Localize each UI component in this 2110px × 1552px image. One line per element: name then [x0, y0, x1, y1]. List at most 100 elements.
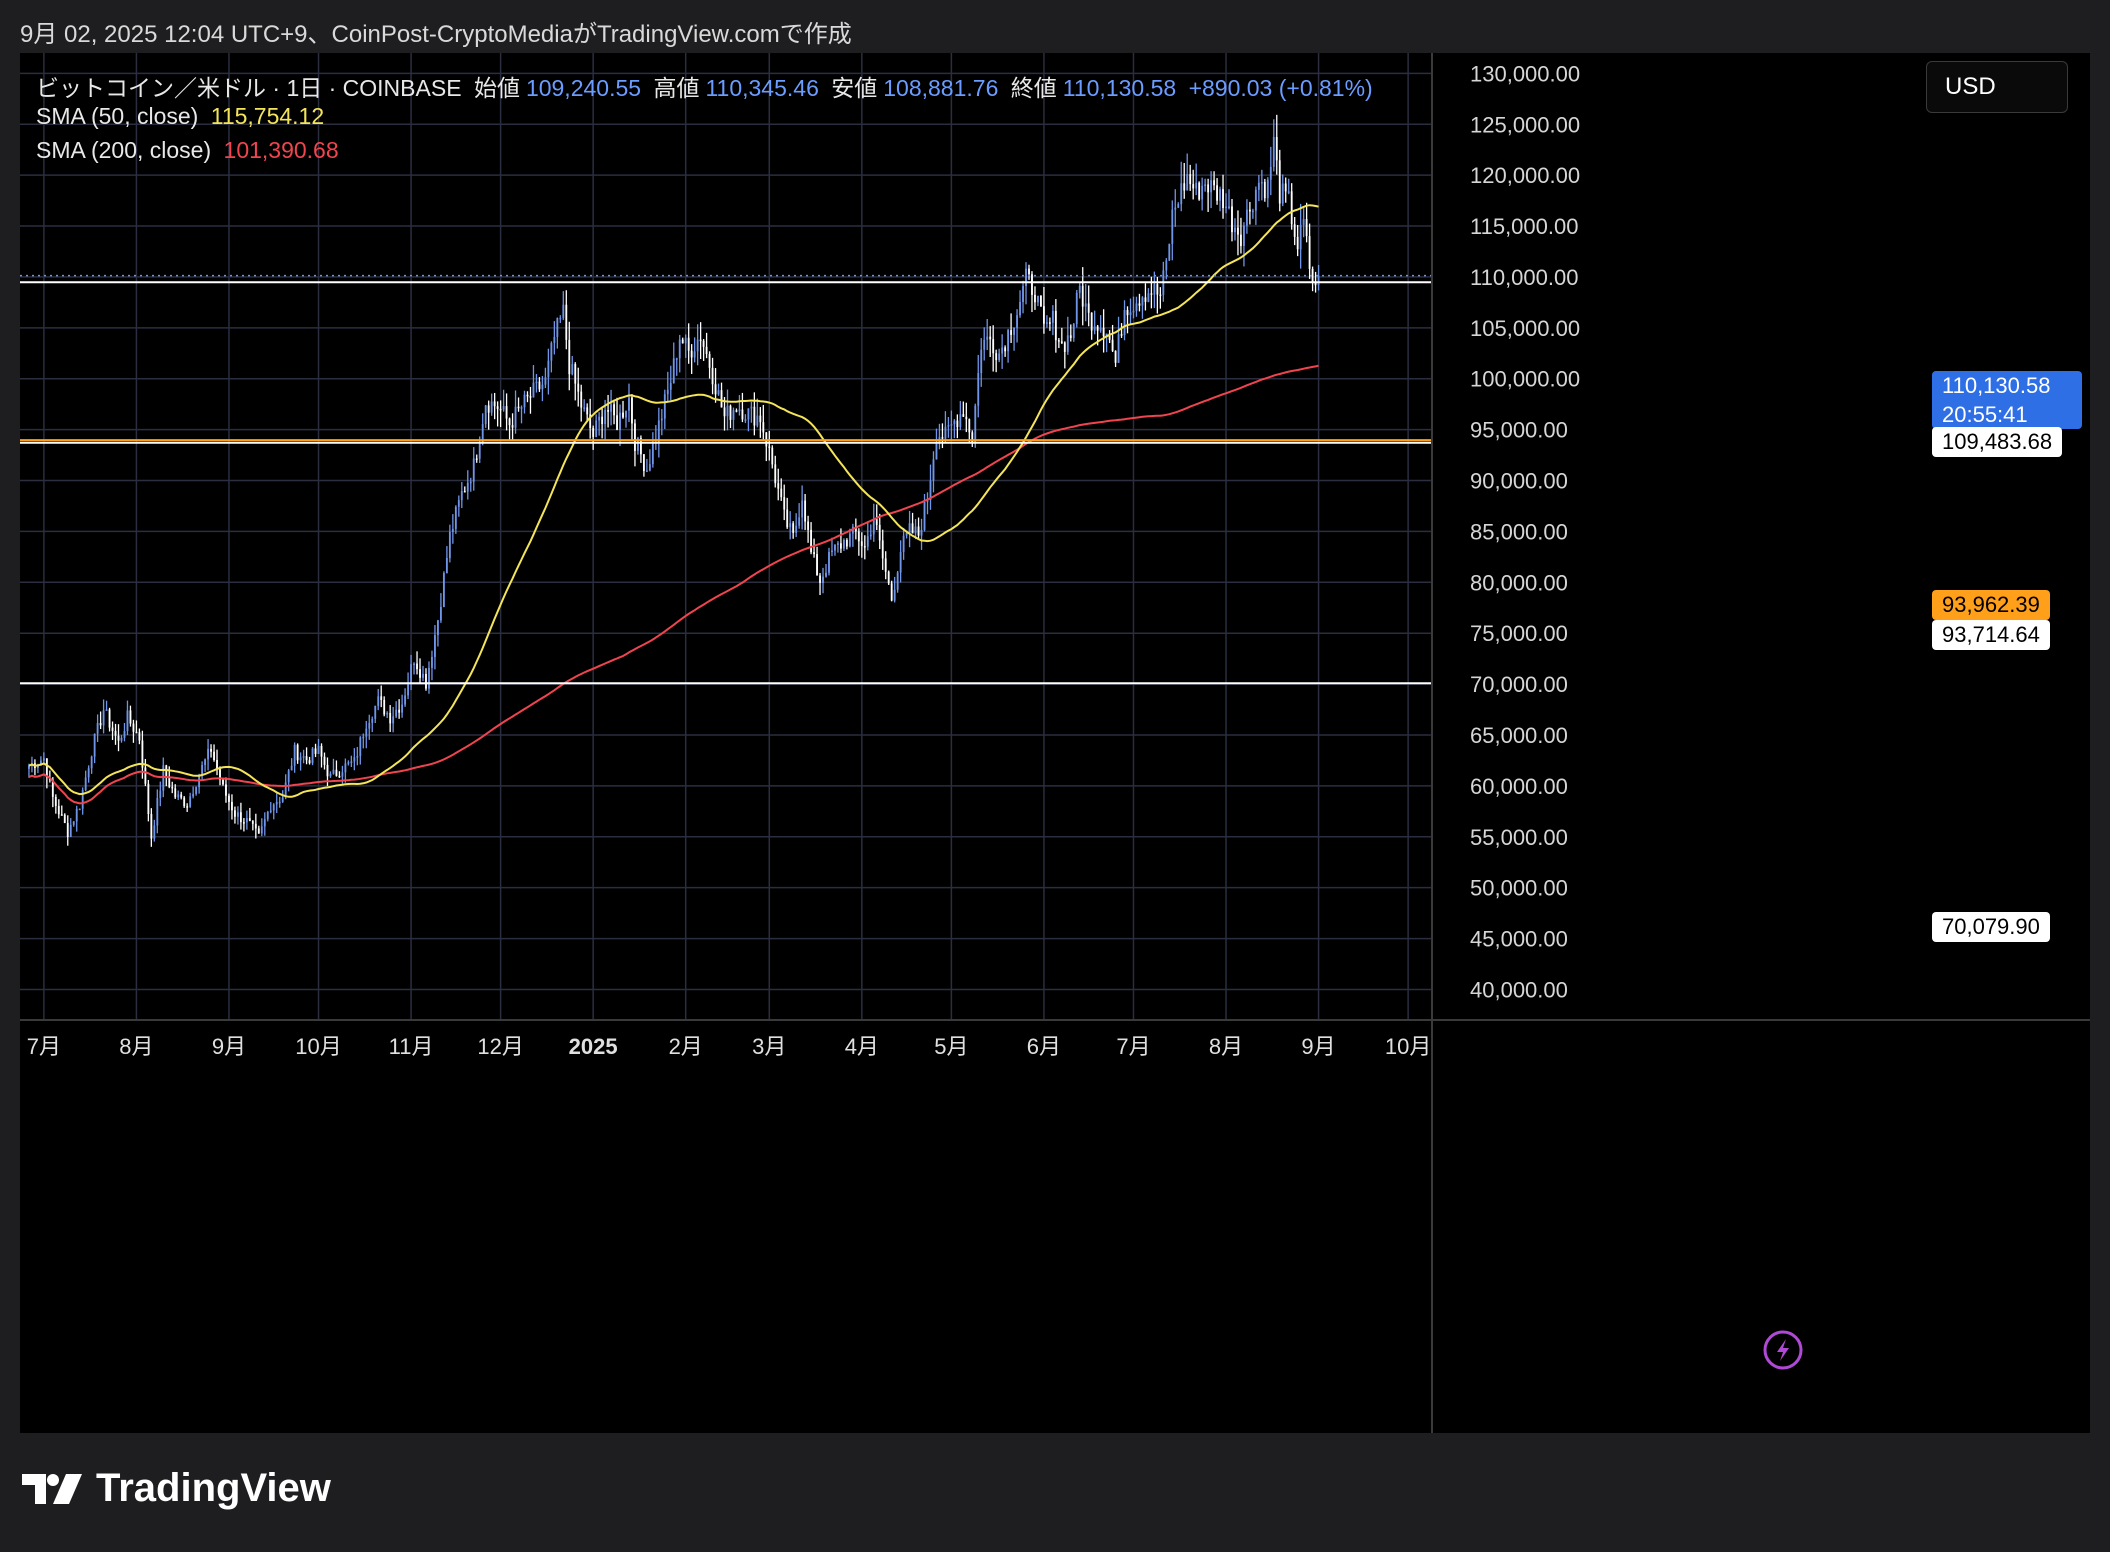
candle [547, 348, 550, 395]
candle-body [675, 358, 678, 360]
candle [42, 752, 45, 764]
candle [1063, 341, 1066, 369]
candle-body [1171, 209, 1174, 244]
candle [956, 414, 959, 439]
candle [598, 412, 601, 436]
candle [541, 375, 544, 402]
candle-body [54, 796, 57, 806]
candle [1042, 287, 1045, 334]
sma200 [28, 364, 1319, 805]
candle-body [998, 353, 1001, 361]
candle-body [738, 409, 741, 412]
candle-body [687, 337, 690, 351]
candle [60, 805, 63, 816]
candle-body [1213, 180, 1216, 186]
candle [114, 723, 117, 745]
candle [368, 714, 371, 740]
candle-body [642, 454, 645, 471]
high-value: 110,345.46 [705, 75, 819, 101]
y-tick-label: 65,000.00 [1470, 723, 1568, 748]
candle [586, 403, 589, 422]
candle-body [1248, 209, 1251, 212]
candle-body [284, 782, 287, 798]
candle [580, 384, 583, 422]
candle-body [111, 727, 114, 731]
candle-body [690, 350, 693, 358]
candle-body [1066, 335, 1069, 352]
candle [696, 324, 699, 366]
candle [192, 786, 195, 799]
candle-body [1228, 206, 1230, 208]
candle-body [308, 760, 311, 764]
candle-body [780, 488, 783, 498]
candle-body [1007, 330, 1010, 352]
candle [460, 482, 463, 509]
candle [1144, 283, 1147, 311]
candle-body [302, 756, 305, 758]
candle-body [266, 811, 269, 820]
candle [254, 813, 257, 839]
candle [317, 739, 320, 754]
candle [120, 735, 123, 743]
candle [789, 511, 792, 540]
candle-body [222, 779, 224, 785]
candle-body [1189, 174, 1192, 185]
candle-body [114, 730, 117, 736]
candle [359, 736, 362, 765]
candle [1066, 316, 1069, 355]
candle [1004, 345, 1007, 357]
candle-body [1245, 209, 1248, 226]
candle [365, 720, 368, 749]
candle [1281, 174, 1284, 207]
candle-body [1180, 183, 1183, 205]
currency-button[interactable]: USD [1926, 61, 2068, 113]
candle [601, 408, 604, 439]
alert-icon[interactable] [1763, 1330, 1803, 1370]
candle [302, 749, 305, 764]
price-chart[interactable]: 40,000.00 45,000.00 50,000.00 55,000.00 60,0… [20, 53, 2090, 1433]
candle [735, 408, 738, 413]
candle-body [1102, 327, 1105, 337]
x-tick-label: 8月 [1209, 1034, 1243, 1059]
y-tick-label: 50,000.00 [1470, 876, 1568, 901]
candle [231, 794, 233, 820]
candle-body [929, 480, 932, 500]
sma200-legend[interactable]: SMA (200, close) 101,390.68 [36, 137, 345, 164]
candle [1025, 262, 1027, 305]
candle-body [1290, 191, 1293, 225]
sma50-legend[interactable]: SMA (50, close) 115,754.12 [36, 103, 330, 130]
candle [448, 524, 451, 563]
candle [816, 546, 818, 576]
candle [947, 417, 950, 438]
candle-body [810, 529, 813, 553]
candle-body [69, 824, 72, 837]
y-tick-label: 90,000.00 [1470, 469, 1568, 494]
tradingview-logo[interactable]: TradingView [22, 1466, 331, 1511]
candle [1287, 178, 1290, 195]
candle [810, 522, 813, 555]
candle [777, 468, 780, 501]
candle [228, 793, 230, 811]
candle [1147, 288, 1150, 303]
candle-body [622, 412, 624, 418]
candle-body [242, 822, 245, 824]
candle-body [156, 798, 159, 826]
candle [177, 790, 180, 801]
candle-body [1311, 268, 1314, 283]
symbol-label[interactable]: ビットコイン／米ドル · 1日 · COINBASE [36, 75, 462, 101]
candle-body [81, 789, 84, 809]
candle-body [586, 407, 589, 415]
candle [938, 423, 941, 450]
candle [493, 392, 496, 420]
chart-panel[interactable]: 40,000.00 45,000.00 50,000.00 55,000.00 60,0… [20, 53, 2090, 1433]
candle-body [986, 336, 989, 340]
candle-body [189, 796, 192, 807]
candle-body [878, 524, 881, 541]
candle-body [1204, 184, 1207, 186]
candle-body [466, 482, 469, 492]
candle-body [681, 339, 684, 344]
candle [28, 763, 30, 778]
candle [87, 765, 90, 783]
candle [463, 486, 466, 493]
candle-body [956, 420, 959, 428]
